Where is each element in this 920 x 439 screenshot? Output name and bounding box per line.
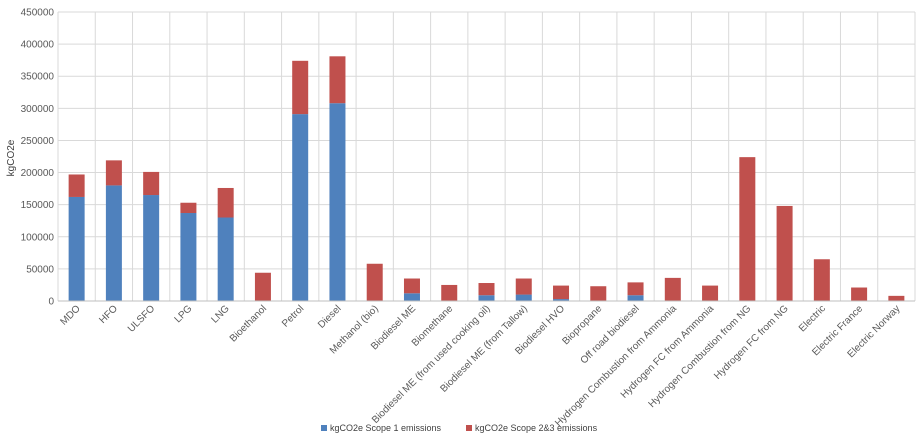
x-tick-label: Petrol: [280, 303, 306, 329]
bar-scope23: [403, 278, 420, 294]
y-axis-label: kgCO2e: [6, 139, 17, 176]
bar-scope23: [702, 285, 719, 301]
bar-scope1: [143, 195, 160, 301]
bar-scope23: [664, 277, 681, 301]
bar-scope23: [627, 282, 644, 296]
bar-scope1: [292, 114, 309, 301]
x-tick-label: HFO: [97, 303, 120, 326]
bar-scope23: [143, 171, 160, 196]
bar-scope23: [813, 259, 830, 301]
x-tick-label: Electric: [797, 303, 828, 334]
bar-scope23: [366, 263, 383, 301]
legend-label: kgCO2e Scope 1 emissions: [330, 423, 442, 433]
x-tick-label: LPG: [173, 303, 195, 325]
bar-scope1: [478, 295, 495, 301]
y-tick-label: 400000: [21, 40, 55, 51]
bar-scope23: [217, 187, 234, 218]
x-tick-label: ULSFO: [126, 303, 158, 335]
y-tick-label: 300000: [21, 104, 55, 115]
bar-scope1: [217, 217, 234, 301]
y-tick-label: 450000: [21, 8, 55, 19]
bar-scope23: [254, 272, 271, 301]
x-tick-label: Hydrogen FC from NG: [712, 303, 791, 382]
bars: [68, 56, 905, 301]
x-tick-label: Bioethanol: [228, 303, 269, 344]
y-tick-label: 50000: [26, 264, 54, 275]
bar-scope23: [553, 285, 570, 300]
x-tick-label: LNG: [209, 303, 231, 325]
bar-scope1: [329, 103, 346, 301]
bar-scope1: [105, 185, 122, 301]
bar-scope23: [180, 202, 197, 214]
bar-scope1: [515, 294, 532, 301]
gridlines: [57, 11, 916, 302]
bar-scope23: [68, 174, 85, 197]
bar-scope23: [329, 56, 346, 104]
bar-scope23: [888, 295, 905, 301]
bar-scope23: [441, 284, 458, 301]
bar-scope23: [851, 287, 868, 301]
bar-scope23: [590, 286, 607, 301]
bar-scope23: [776, 205, 793, 301]
bar-scope23: [478, 283, 495, 296]
bar-scope1: [68, 196, 85, 301]
legend-label: kgCO2e Scope 2&3 emissions: [475, 423, 598, 433]
legend-swatch: [321, 425, 327, 431]
bar-scope1: [403, 293, 420, 301]
y-tick-label: 0: [48, 297, 54, 308]
bar-scope23: [105, 160, 122, 186]
y-tick-label: 100000: [21, 232, 55, 243]
y-tick-label: 250000: [21, 136, 55, 147]
y-tick-label: 200000: [21, 168, 55, 179]
bar-scope1: [627, 295, 644, 301]
y-tick-label: 150000: [21, 200, 55, 211]
bar-scope23: [292, 60, 309, 115]
y-tick-label: 350000: [21, 72, 55, 83]
bar-scope23: [515, 278, 532, 295]
legend: kgCO2e Scope 1 emissions kgCO2e Scope 2&3…: [321, 423, 598, 433]
legend-swatch: [466, 425, 472, 431]
bar-scope1: [180, 213, 197, 301]
x-tick-label: MDO: [58, 303, 82, 327]
bar-scope1: [553, 299, 570, 301]
x-tick-label: Diesel: [316, 303, 343, 330]
bar-scope23: [739, 157, 756, 301]
